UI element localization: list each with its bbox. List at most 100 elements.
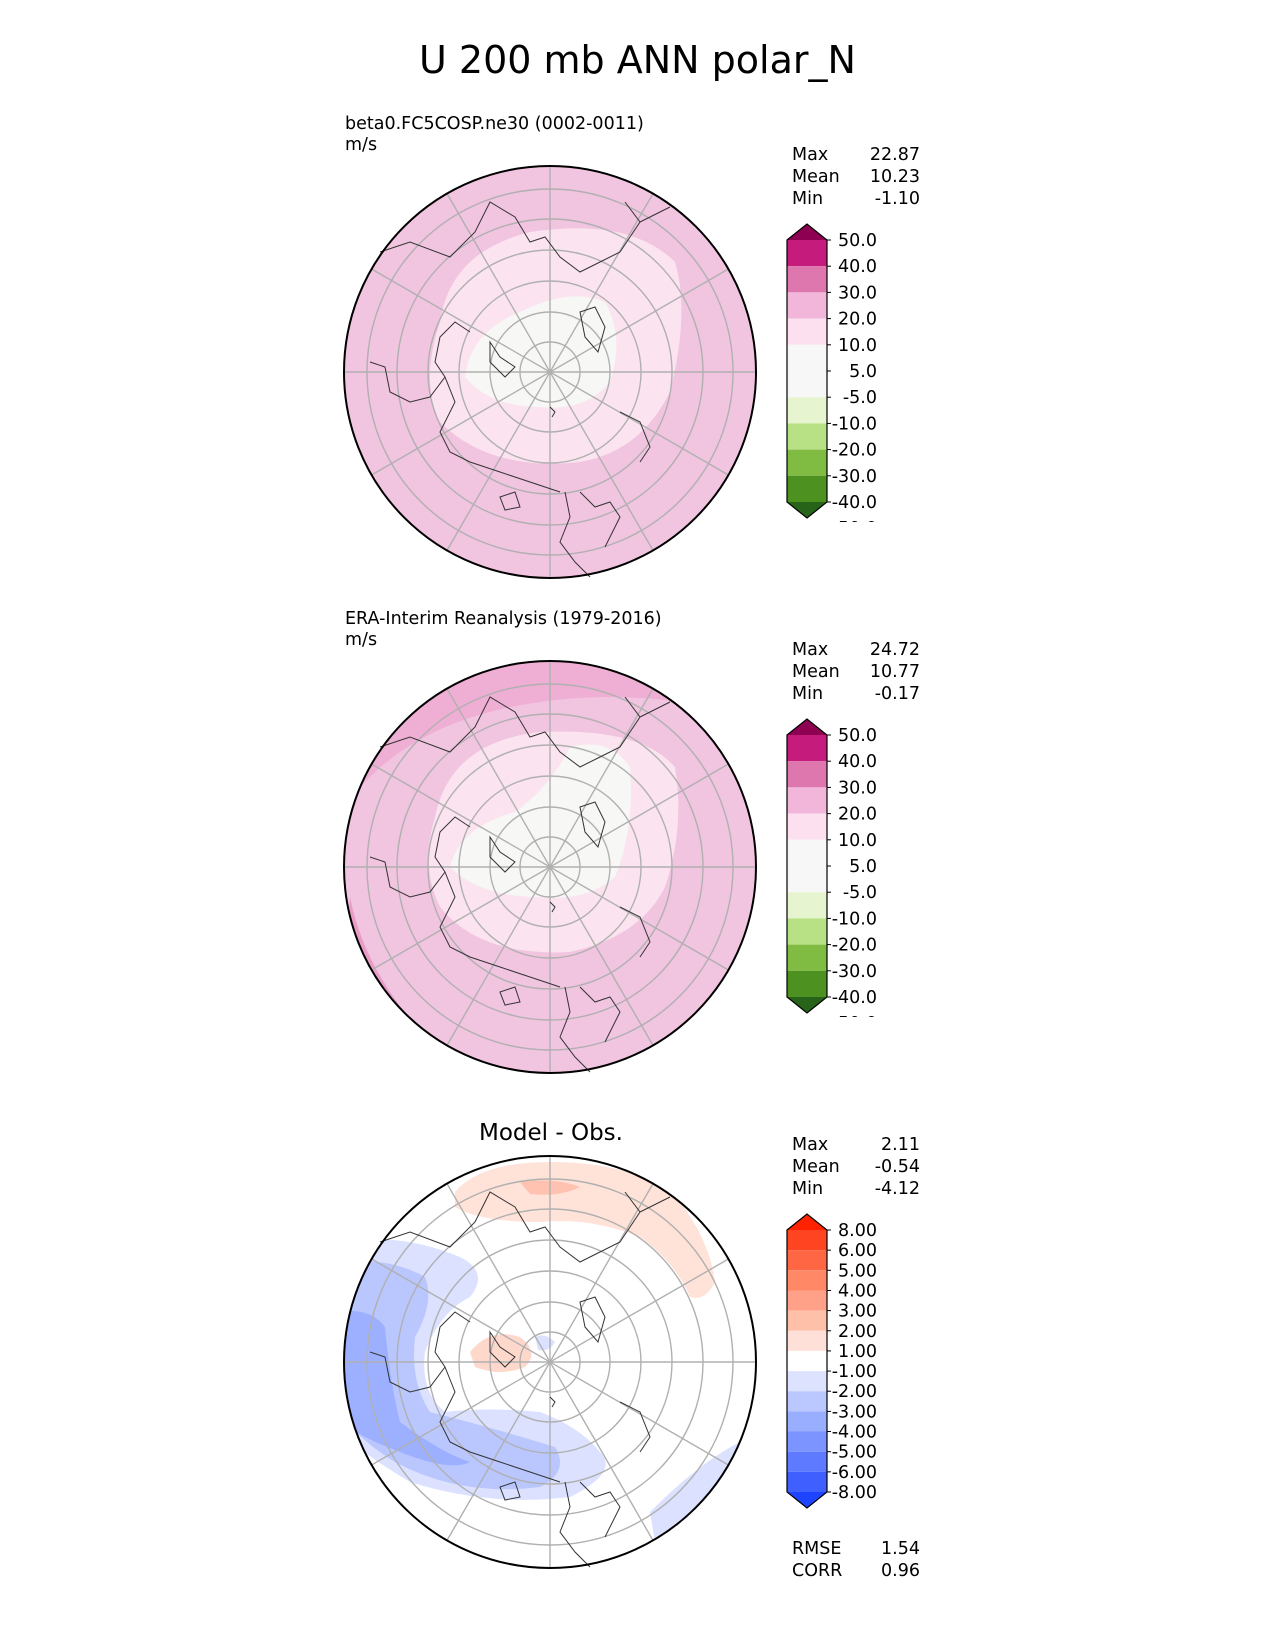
colorbar-tick-label: -30.0	[832, 962, 877, 982]
contour-fill-neg4-neg3	[344, 1311, 470, 1466]
panel-units: m/s	[345, 630, 378, 650]
colorbar-segment	[787, 866, 827, 893]
colorbar-segment	[787, 997, 827, 1013]
colorbar: 50.0 40.0 30.0 20.0 10.0 5.0 -5.0 -10.0 -20.0 -30…	[786, 718, 877, 1017]
colorbar-segment	[787, 240, 827, 267]
colorbar-segment	[787, 1391, 827, 1412]
stat-label: CORR	[792, 1561, 843, 1581]
stat-value: 10.77	[869, 662, 920, 682]
stat-value: -4.12	[874, 1179, 920, 1199]
stat-label: Mean	[792, 167, 840, 187]
colorbar-segment	[787, 944, 827, 971]
colorbar-tick-label: -8.00	[832, 1483, 877, 1503]
stat-value: 24.72	[869, 640, 920, 660]
colorbar-tick-label: 50.0	[838, 231, 877, 251]
stat-label: Min	[792, 189, 824, 209]
stat-label: Max	[792, 145, 829, 165]
stat-label: Max	[792, 640, 829, 660]
colorbar-tick-label: -5.0	[843, 388, 877, 408]
colorbar-segment	[787, 1250, 827, 1271]
colorbar-segment	[787, 918, 827, 945]
colorbar-tick-label: -6.00	[832, 1463, 877, 1483]
colorbar-tick-label: -10.0	[832, 909, 877, 929]
map-boundary	[343, 660, 757, 1074]
colorbar-tick-label: 6.00	[838, 1241, 877, 1261]
colorbar-tick-label: 20.0	[838, 310, 877, 330]
colorbar-segment	[787, 423, 827, 450]
colorbar-tick-label: -3.00	[832, 1402, 877, 1422]
stats-box: Max 2.11 Mean -0.54 Min -4.12	[792, 1134, 920, 1200]
colorbar-segment	[787, 1270, 827, 1291]
colorbar-segment	[787, 1350, 827, 1372]
stat-value: -0.54	[874, 1157, 920, 1177]
colorbar-tick-label: -50.0	[832, 519, 877, 522]
colorbar-segment	[787, 292, 827, 319]
stat-value: -0.17	[874, 684, 920, 704]
stat-value: 0.96	[881, 1561, 920, 1581]
colorbar-tick-label: 5.00	[838, 1261, 877, 1281]
colorbar-segment	[787, 1230, 827, 1251]
stat-label: Max	[792, 1135, 829, 1155]
difference-panel: Model - Obs. Max 2.11 Mean -0.54 Min -4.12	[0, 1100, 1275, 1590]
panel-caption: beta0.FC5COSP.ne30 (0002-0011)	[345, 114, 644, 134]
stat-value: 1.54	[881, 1539, 920, 1559]
test-panel: beta0.FC5COSP.ne30 (0002-0011) m/s Max 22…	[0, 110, 1275, 600]
coastlines	[369, 201, 671, 578]
colorbar-tick-label: 5.0	[849, 362, 877, 382]
stat-value: 10.23	[869, 167, 920, 187]
colorbar-segment	[787, 1431, 827, 1452]
polar-map	[343, 1155, 757, 1569]
colorbar-segment	[787, 344, 827, 371]
colorbar: 50.0 40.0 30.0 20.0 10.0 5.0 -5.0 -10.0 -20.0 -30…	[786, 223, 877, 522]
colorbar-segment	[787, 475, 827, 502]
colorbar-segment	[787, 1371, 827, 1392]
colorbar-segment	[787, 1471, 827, 1492]
contour-fill-1-2	[455, 1162, 715, 1298]
colorbar-segment	[787, 318, 827, 345]
colorbar-tick-label: -40.0	[832, 988, 877, 1008]
contour-fill-20-30	[344, 661, 756, 807]
colorbar-tick-label: 2.00	[838, 1322, 877, 1342]
map-boundary	[343, 1155, 757, 1569]
figure-title: U 200 mb ANN polar_N	[419, 38, 856, 82]
colorbar-tick-label: 40.0	[838, 752, 877, 772]
colorbar-tick-label: -2.00	[832, 1382, 877, 1402]
stat-label: Mean	[792, 1157, 840, 1177]
colorbar-tick-label: -20.0	[832, 441, 877, 461]
colorbar-tick-label: 30.0	[838, 283, 877, 303]
reference-panel: ERA-Interim Reanalysis (1979-2016) m/s M…	[0, 605, 1275, 1095]
stat-label: Mean	[792, 662, 840, 682]
colorbar-segment	[787, 892, 827, 919]
colorbar-tick-label: 10.0	[838, 831, 877, 851]
colorbar-segment	[787, 787, 827, 814]
colorbar: 8.006.005.004.003.002.001.00-1.00-2.00-3…	[786, 1213, 877, 1509]
colorbar-segment	[787, 502, 827, 518]
panel-units: m/s	[345, 135, 378, 155]
bottom-stats-box: RMSE 1.54 CORR 0.96	[792, 1538, 920, 1582]
colorbar-tick-label: 5.0	[849, 857, 877, 877]
stat-value: 2.11	[881, 1135, 920, 1155]
graticule	[344, 166, 756, 578]
colorbar-segment	[787, 1330, 827, 1351]
colorbar-tick-label: 1.00	[838, 1342, 877, 1362]
colorbar-tick-label: 40.0	[838, 257, 877, 277]
colorbar-segment	[787, 224, 827, 240]
coastlines	[369, 696, 671, 1073]
coastlines	[369, 1191, 671, 1568]
colorbar-segment	[787, 719, 827, 735]
polar-map	[343, 165, 757, 579]
graticule	[344, 1156, 756, 1568]
colorbar-tick-label: -4.00	[832, 1423, 877, 1443]
panel-caption: ERA-Interim Reanalysis (1979-2016)	[345, 609, 662, 629]
colorbar-segment	[787, 1214, 827, 1230]
stat-label: Min	[792, 684, 824, 704]
colorbar-tick-label: -5.0	[843, 883, 877, 903]
colorbar-tick-label: -1.00	[832, 1362, 877, 1382]
colorbar-segment	[787, 735, 827, 762]
colorbar-segment	[787, 813, 827, 840]
colorbar-segment	[787, 761, 827, 788]
colorbar-tick-label: 50.0	[838, 726, 877, 746]
colorbar-segment	[787, 449, 827, 476]
colorbar-segment	[787, 397, 827, 424]
stat-value: -1.10	[874, 189, 920, 209]
